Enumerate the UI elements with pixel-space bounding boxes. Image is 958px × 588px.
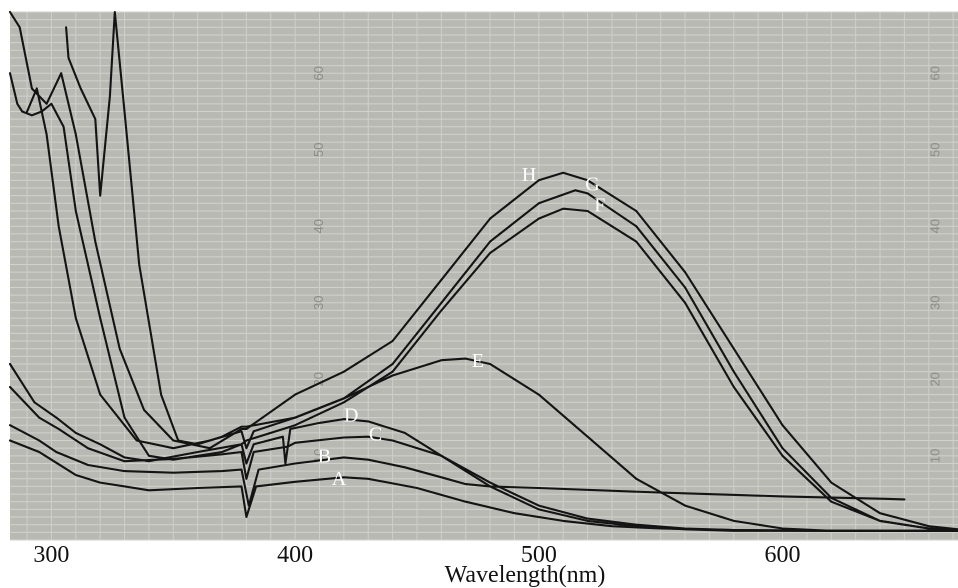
series-line-b — [8, 424, 906, 507]
series-label-c: C — [369, 424, 382, 446]
x-tick-label: 300 — [33, 542, 69, 568]
y-tick-label: 50 — [311, 143, 326, 157]
y-tick-label: 10 — [928, 449, 943, 463]
series-label-group: AB CD E FG H — [318, 164, 606, 490]
x-tick-label: 600 — [765, 542, 801, 568]
y-tick-label: 30 — [928, 296, 943, 310]
series-label-f: F — [594, 195, 605, 217]
y-tick-label: 60 — [928, 66, 943, 80]
x-axis-title: Wavelength(nm) — [445, 562, 606, 588]
series-label-e: E — [472, 350, 484, 372]
series-line-c — [8, 385, 958, 532]
series-label-b: B — [318, 446, 331, 468]
y-tick-label: 30 — [311, 296, 326, 310]
y-tick-label: 40 — [928, 219, 943, 233]
series-label-h: H — [522, 164, 536, 186]
series-line-a — [8, 439, 958, 532]
y-tick-label: 50 — [928, 143, 943, 157]
chart-paper — [10, 12, 958, 540]
y-tick-label: 60 — [311, 66, 326, 80]
x-tick-label: 500 — [521, 542, 557, 568]
series-group — [8, 10, 958, 532]
y-tick-label: 40 — [311, 219, 326, 233]
x-axis-ticks: 300 400 500 600 — [33, 542, 800, 568]
series-label-a: A — [332, 468, 347, 490]
series-label-d: D — [344, 404, 358, 426]
x-tick-label: 400 — [277, 542, 313, 568]
series-line-f — [8, 72, 958, 532]
y-tick-label: 20 — [928, 372, 943, 386]
series-line-d — [8, 362, 958, 532]
chart-grid — [10, 11, 958, 541]
series-label-g: G — [585, 173, 599, 195]
series-line-g — [65, 10, 958, 532]
series-line-h — [8, 10, 958, 531]
